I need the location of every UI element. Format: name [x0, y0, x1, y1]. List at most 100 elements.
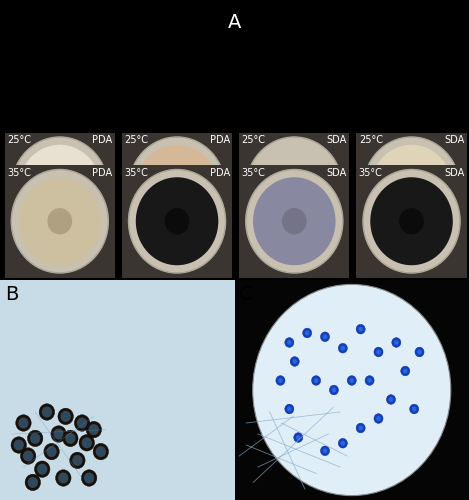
Circle shape	[374, 414, 383, 424]
Circle shape	[401, 366, 410, 376]
Circle shape	[367, 378, 372, 383]
FancyBboxPatch shape	[234, 280, 469, 500]
Text: PDA: PDA	[92, 168, 113, 177]
Circle shape	[18, 418, 29, 428]
Circle shape	[332, 388, 336, 392]
Text: 35°C: 35°C	[7, 168, 31, 177]
Circle shape	[47, 208, 72, 234]
Text: PDA: PDA	[92, 135, 113, 145]
Text: 25°C: 25°C	[124, 135, 148, 145]
Circle shape	[23, 450, 33, 462]
Circle shape	[305, 330, 310, 336]
Circle shape	[11, 437, 26, 453]
Circle shape	[136, 178, 218, 265]
Circle shape	[28, 477, 38, 488]
FancyBboxPatch shape	[122, 165, 232, 278]
Text: PDA: PDA	[210, 168, 230, 177]
Circle shape	[365, 376, 374, 386]
Text: 25°C: 25°C	[242, 135, 265, 145]
Circle shape	[303, 328, 312, 338]
FancyBboxPatch shape	[239, 132, 349, 245]
Circle shape	[296, 435, 301, 440]
Circle shape	[415, 347, 424, 357]
Circle shape	[46, 446, 57, 457]
Circle shape	[89, 424, 99, 435]
Circle shape	[276, 376, 285, 386]
Circle shape	[356, 324, 365, 334]
Circle shape	[246, 170, 343, 273]
Circle shape	[363, 137, 460, 240]
Circle shape	[358, 327, 363, 332]
Text: 35°C: 35°C	[124, 168, 148, 177]
Circle shape	[165, 208, 189, 234]
Circle shape	[74, 415, 90, 431]
Circle shape	[311, 376, 321, 386]
FancyBboxPatch shape	[356, 165, 467, 278]
Circle shape	[409, 404, 419, 414]
Circle shape	[340, 441, 345, 446]
Circle shape	[347, 376, 356, 386]
Circle shape	[15, 415, 31, 431]
FancyBboxPatch shape	[122, 132, 232, 245]
Circle shape	[340, 346, 345, 350]
Circle shape	[389, 397, 393, 402]
Circle shape	[129, 170, 226, 273]
Text: SDA: SDA	[444, 168, 464, 177]
Circle shape	[21, 448, 36, 464]
Circle shape	[58, 472, 68, 484]
Circle shape	[84, 472, 94, 484]
Circle shape	[61, 411, 71, 422]
Text: 25°C: 25°C	[7, 135, 31, 145]
Circle shape	[11, 137, 108, 240]
Circle shape	[412, 406, 416, 412]
Circle shape	[358, 426, 363, 430]
Circle shape	[403, 368, 408, 374]
Circle shape	[320, 446, 330, 456]
Text: B: B	[5, 285, 18, 304]
Circle shape	[363, 170, 460, 273]
Circle shape	[293, 359, 297, 364]
Circle shape	[285, 404, 294, 414]
Circle shape	[69, 452, 85, 468]
Text: SDA: SDA	[444, 135, 464, 145]
Circle shape	[82, 438, 92, 448]
FancyBboxPatch shape	[5, 165, 115, 278]
Circle shape	[136, 145, 218, 233]
Circle shape	[86, 422, 101, 438]
Circle shape	[323, 334, 327, 339]
Circle shape	[392, 338, 401, 347]
Circle shape	[19, 145, 101, 233]
Circle shape	[51, 426, 66, 442]
Circle shape	[27, 430, 43, 446]
Text: 35°C: 35°C	[242, 168, 265, 177]
Circle shape	[39, 404, 54, 420]
Circle shape	[96, 446, 106, 457]
Circle shape	[30, 433, 40, 444]
Circle shape	[314, 378, 318, 383]
Circle shape	[386, 394, 395, 404]
Circle shape	[58, 408, 73, 424]
FancyBboxPatch shape	[239, 165, 349, 278]
Circle shape	[356, 423, 365, 433]
Circle shape	[282, 176, 307, 202]
Circle shape	[399, 208, 424, 234]
Circle shape	[253, 178, 335, 265]
Text: 25°C: 25°C	[359, 135, 383, 145]
Circle shape	[394, 340, 399, 345]
Text: C: C	[239, 285, 253, 304]
Circle shape	[34, 461, 50, 477]
Circle shape	[62, 430, 78, 446]
Circle shape	[338, 438, 348, 448]
Circle shape	[374, 347, 383, 357]
Circle shape	[25, 474, 40, 490]
Circle shape	[253, 145, 335, 233]
Circle shape	[72, 455, 83, 466]
Circle shape	[77, 418, 87, 428]
Circle shape	[294, 432, 303, 442]
Circle shape	[282, 208, 307, 234]
Circle shape	[371, 178, 453, 265]
Circle shape	[285, 338, 294, 347]
Circle shape	[417, 350, 422, 354]
Circle shape	[129, 137, 226, 240]
Text: PDA: PDA	[210, 135, 230, 145]
